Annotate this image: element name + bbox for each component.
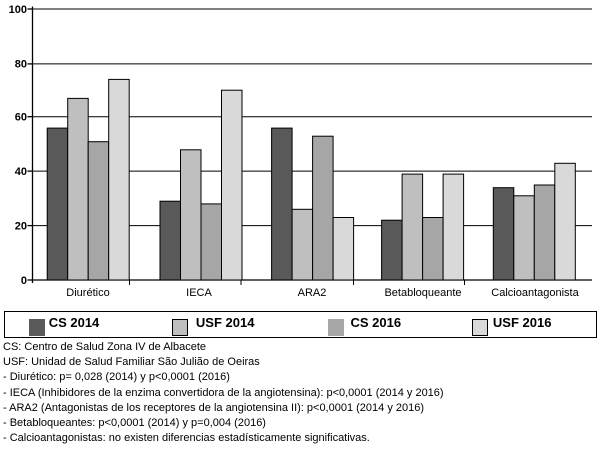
- svg-text:20: 20: [15, 221, 27, 233]
- svg-text:40: 40: [15, 166, 27, 178]
- svg-text:Diurético: Diurético: [66, 287, 109, 299]
- svg-text:Betabloqueante: Betabloqueante: [384, 287, 461, 299]
- svg-text:0: 0: [21, 275, 27, 287]
- svg-text:80: 80: [15, 59, 27, 71]
- svg-text:Calcioantagonista: Calcioantagonista: [491, 287, 579, 299]
- svg-text:ARA2: ARA2: [298, 287, 327, 299]
- svg-text:60: 60: [15, 112, 27, 124]
- svg-text:IECA: IECA: [186, 287, 212, 299]
- svg-text:100: 100: [9, 4, 27, 16]
